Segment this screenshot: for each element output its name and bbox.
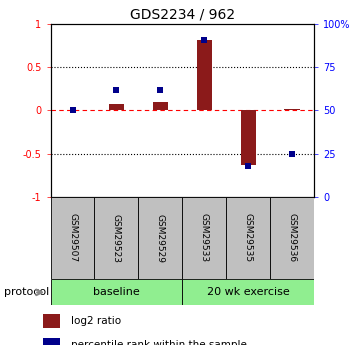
Bar bbox=[43, 314, 60, 328]
Title: GDS2234 / 962: GDS2234 / 962 bbox=[130, 8, 235, 22]
Bar bbox=[240, 110, 256, 165]
Point bbox=[113, 87, 119, 92]
Bar bbox=[182, 197, 226, 279]
Bar bbox=[182, 279, 314, 305]
Text: GSM29523: GSM29523 bbox=[112, 214, 121, 263]
Bar bbox=[138, 197, 182, 279]
Text: protocol: protocol bbox=[4, 287, 49, 297]
Bar bbox=[197, 40, 212, 110]
Bar bbox=[51, 197, 95, 279]
Text: GSM29533: GSM29533 bbox=[200, 214, 209, 263]
Text: GSM29507: GSM29507 bbox=[68, 214, 77, 263]
Bar bbox=[95, 197, 138, 279]
Point bbox=[201, 37, 207, 42]
Bar bbox=[153, 102, 168, 110]
Bar bbox=[43, 338, 60, 345]
Point bbox=[245, 163, 251, 168]
Text: GSM29529: GSM29529 bbox=[156, 214, 165, 263]
Text: GSM29535: GSM29535 bbox=[244, 214, 253, 263]
Text: percentile rank within the sample: percentile rank within the sample bbox=[71, 340, 247, 345]
Text: 20 wk exercise: 20 wk exercise bbox=[207, 287, 290, 297]
Text: GSM29536: GSM29536 bbox=[288, 214, 297, 263]
Bar bbox=[226, 197, 270, 279]
Bar bbox=[284, 109, 300, 110]
Bar bbox=[270, 197, 314, 279]
Text: baseline: baseline bbox=[93, 287, 140, 297]
Point bbox=[70, 108, 75, 113]
Text: log2 ratio: log2 ratio bbox=[71, 316, 121, 326]
Bar bbox=[109, 104, 124, 110]
Bar bbox=[51, 279, 182, 305]
Point bbox=[289, 151, 295, 156]
Point bbox=[157, 87, 163, 92]
